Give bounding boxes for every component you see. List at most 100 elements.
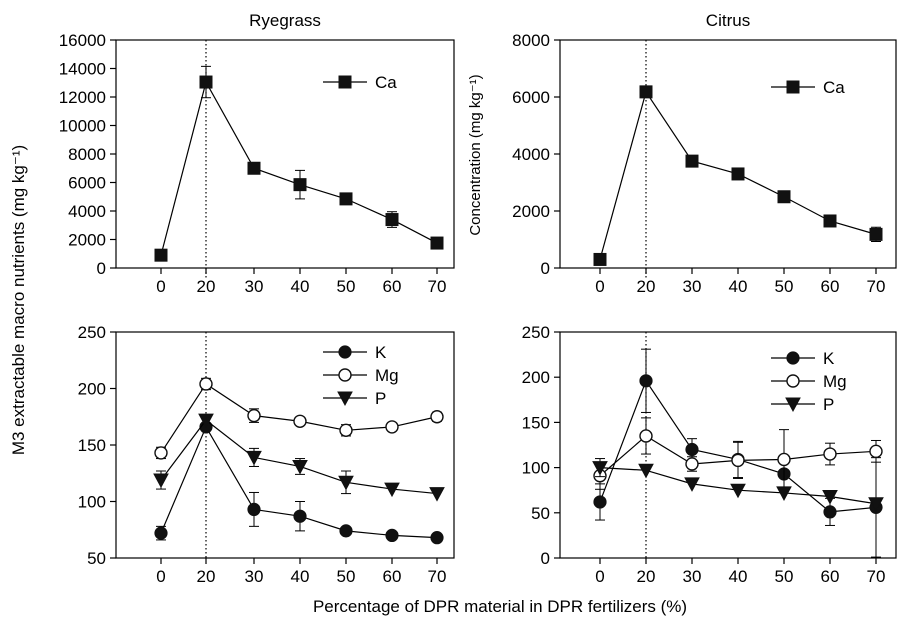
data-point: [155, 527, 167, 539]
chart-panel-citrus-ca: Citrus 0 2000 4000 6000 8000 0 20 30 40 50 60 70 Ca: [512, 11, 896, 296]
data-point: [870, 228, 882, 240]
chart-panel-ryegrass-ca: Ryegrass 0 2000 4000 6000 8000 10000 12000 14000…: [59, 11, 454, 296]
data-point: [431, 532, 443, 544]
series-line: [161, 82, 437, 255]
legend-marker: [339, 369, 351, 381]
data-point: [154, 474, 168, 487]
data-point: [155, 249, 167, 261]
chart-panel-ryegrass-kmgp: 50 100 150 200 250 0 20 30 40 50 60 70 K Mg P: [78, 323, 454, 586]
data-point: [640, 375, 652, 387]
data-point: [293, 460, 307, 473]
data-point: [778, 453, 790, 465]
y-tick-label: 16000: [59, 31, 106, 50]
data-point: [200, 378, 212, 390]
data-point: [431, 237, 443, 249]
legend: Ca: [323, 73, 397, 92]
y-tick-label: 50: [531, 504, 550, 523]
data-point: [639, 464, 653, 477]
data-point: [200, 76, 212, 88]
x-tick-label: 0: [156, 277, 165, 296]
data-point: [824, 448, 836, 460]
x-tick-label: 30: [683, 277, 702, 296]
y-tick-label: 50: [87, 549, 106, 568]
y-tick-label: 0: [97, 259, 106, 278]
x-tick-label: 0: [595, 567, 604, 586]
x-tick-label: 50: [775, 277, 794, 296]
x-tick-label: 20: [637, 567, 656, 586]
data-point: [431, 411, 443, 423]
legend: Ca: [771, 78, 845, 97]
x-tick-label: 70: [867, 567, 886, 586]
legend-label: Mg: [823, 372, 847, 391]
data-point: [732, 454, 744, 466]
x-tick-label: 60: [821, 277, 840, 296]
legend-marker: [339, 76, 351, 88]
x-tick-label: 30: [245, 277, 264, 296]
data-point: [824, 215, 836, 227]
legend: K Mg P: [323, 343, 399, 408]
chart-panel-citrus-kmgp: 0 50 100 150 200 250 0 20 30 40 50 60 70 K Mg P: [522, 323, 896, 586]
y-tick-label: 250: [522, 323, 550, 342]
x-tick-label: 0: [595, 277, 604, 296]
y-tick-label: 6000: [68, 174, 106, 193]
y-tick-label: 2000: [68, 231, 106, 250]
data-point: [386, 529, 398, 541]
y-tick-label: 14000: [59, 60, 106, 79]
data-point: [248, 410, 260, 422]
x-tick-label: 70: [428, 277, 447, 296]
y-tick-label: 4000: [512, 145, 550, 164]
data-point: [640, 86, 652, 98]
data-point: [340, 424, 352, 436]
y-tick-label: 250: [78, 323, 106, 342]
y-tick-label: 150: [522, 413, 550, 432]
data-point: [686, 155, 698, 167]
x-tick-label: 60: [383, 277, 402, 296]
y-tick-label: 100: [78, 493, 106, 512]
data-point: [340, 193, 352, 205]
y-axis-title-left: M3 extractable macro nutrients (mg kg⁻¹): [9, 145, 28, 455]
y-tick-label: 8000: [68, 145, 106, 164]
data-point: [824, 506, 836, 518]
legend: K Mg P: [771, 349, 847, 414]
y-tick-label: 8000: [512, 31, 550, 50]
data-point: [386, 214, 398, 226]
plot-frame: [560, 332, 896, 558]
x-tick-label: 60: [821, 567, 840, 586]
y-axis-title-right: Concentration (mg kg⁻¹): [467, 74, 484, 235]
panel-title: Citrus: [706, 11, 750, 30]
y-tick-label: 200: [522, 368, 550, 387]
legend-marker: [787, 352, 799, 364]
y-tick-label: 0: [541, 259, 550, 278]
data-point: [294, 179, 306, 191]
x-tick-label: 40: [729, 277, 748, 296]
data-point: [248, 503, 260, 515]
x-tick-label: 30: [245, 567, 264, 586]
legend-label: Ca: [375, 73, 397, 92]
data-point: [686, 444, 698, 456]
data-point: [594, 253, 606, 265]
legend-label: K: [375, 343, 387, 362]
data-point: [778, 191, 790, 203]
series-Ca: [155, 66, 443, 261]
data-point: [248, 162, 260, 174]
y-tick-label: 100: [522, 459, 550, 478]
x-tick-label: 60: [383, 567, 402, 586]
legend-label: Mg: [375, 366, 399, 385]
legend-label: Ca: [823, 78, 845, 97]
plot-frame: [560, 40, 896, 268]
x-tick-label: 50: [337, 277, 356, 296]
y-tick-label: 12000: [59, 88, 106, 107]
data-point: [732, 168, 744, 180]
series-Ca: [594, 86, 882, 266]
x-tick-label: 40: [291, 277, 310, 296]
x-tick-label: 70: [428, 567, 447, 586]
y-tick-label: 4000: [68, 202, 106, 221]
y-tick-label: 6000: [512, 88, 550, 107]
data-point: [686, 458, 698, 470]
x-tick-label: 50: [337, 567, 356, 586]
x-tick-label: 30: [683, 567, 702, 586]
data-point: [594, 496, 606, 508]
y-tick-label: 2000: [512, 202, 550, 221]
data-point: [640, 430, 652, 442]
